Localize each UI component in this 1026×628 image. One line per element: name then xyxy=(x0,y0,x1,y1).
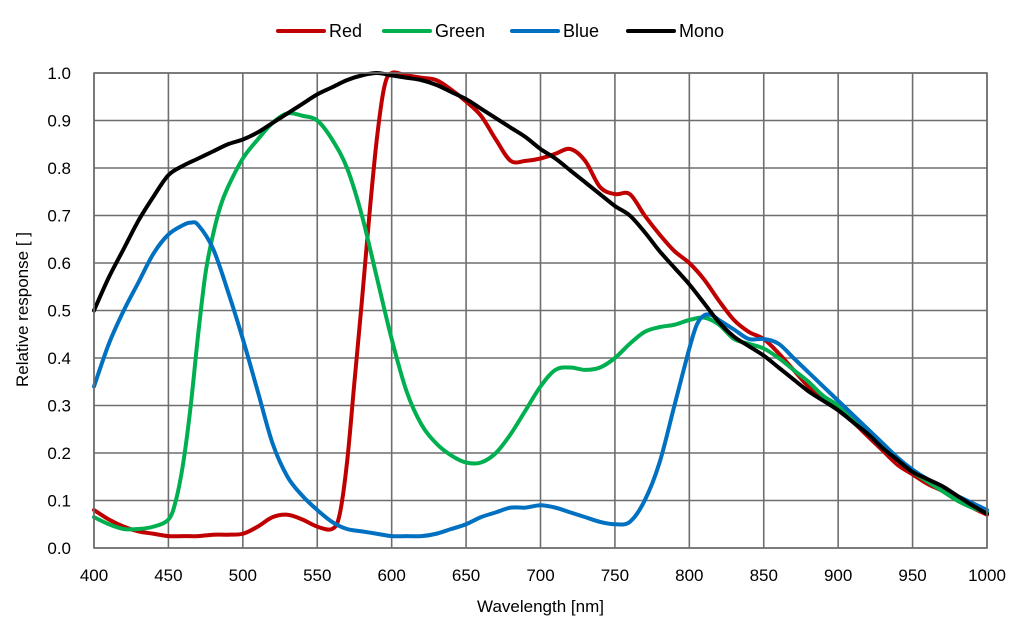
y-tick-label: 0.8 xyxy=(47,159,71,178)
x-tick-label: 700 xyxy=(526,566,554,585)
x-tick-label: 950 xyxy=(898,566,926,585)
y-tick-label: 0.4 xyxy=(47,349,71,368)
x-tick-label: 600 xyxy=(377,566,405,585)
tick-labels: 400 450 500 550 600 650 700 750 800 850 900 950 1000… xyxy=(47,64,1006,585)
x-tick-label: 450 xyxy=(154,566,182,585)
y-tick-label: 0.6 xyxy=(47,254,71,273)
x-tick-label: 400 xyxy=(80,566,108,585)
legend-label-blue: Blue xyxy=(563,21,599,41)
legend: Red Green Blue Mono xyxy=(276,21,724,41)
x-tick-label: 850 xyxy=(750,566,778,585)
y-tick-label: 0.1 xyxy=(47,492,71,511)
y-tick-label: 0.2 xyxy=(47,444,71,463)
series-line-green xyxy=(92,111,989,532)
y-tick-label: 1.0 xyxy=(47,64,71,83)
y-tick-label: 0.0 xyxy=(47,539,71,558)
grid xyxy=(93,72,988,549)
x-tick-label: 500 xyxy=(229,566,257,585)
legend-label-green: Green xyxy=(435,21,485,41)
y-tick-label: 0.5 xyxy=(47,302,71,321)
x-axis-title: Wavelength [nm] xyxy=(477,597,604,616)
x-tick-label: 900 xyxy=(824,566,852,585)
plot-area xyxy=(92,70,989,539)
legend-label-mono: Mono xyxy=(679,21,724,41)
plot-frame xyxy=(93,72,988,549)
y-tick-label: 0.7 xyxy=(47,207,71,226)
y-tick-label: 0.3 xyxy=(47,397,71,416)
x-tick-label: 550 xyxy=(303,566,331,585)
x-tick-label: 800 xyxy=(675,566,703,585)
series-line-blue xyxy=(92,220,989,539)
series-line-mono xyxy=(92,71,989,516)
y-axis-title: Relative response [ ] xyxy=(13,232,32,387)
legend-label-red: Red xyxy=(329,21,362,41)
x-tick-label: 750 xyxy=(601,566,629,585)
y-tick-label: 0.9 xyxy=(47,112,71,131)
x-tick-label: 650 xyxy=(452,566,480,585)
x-tick-label: 1000 xyxy=(968,566,1006,585)
